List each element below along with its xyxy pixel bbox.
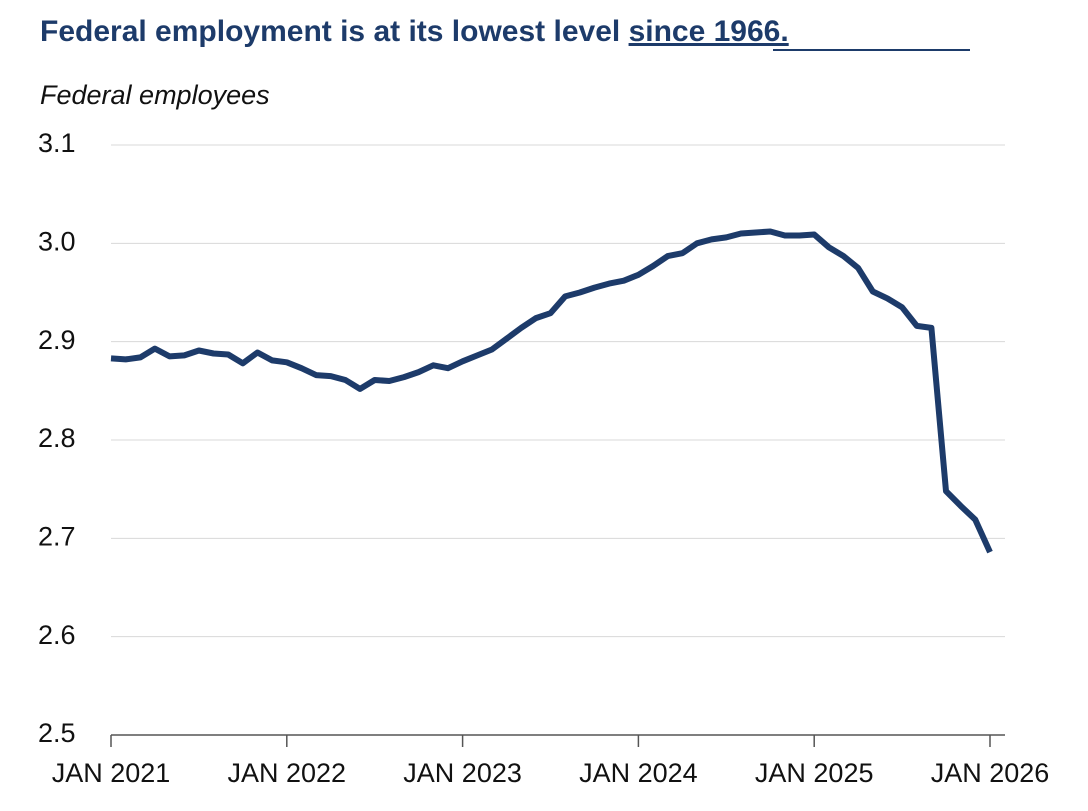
y-axis-label: Federal employees <box>40 80 270 110</box>
y-tick-label: 2.6 <box>38 620 76 650</box>
series-line <box>110 228 993 554</box>
x-tick-label: JAN 2023 <box>403 758 522 788</box>
y-tick-label: 2.5 <box>38 718 76 748</box>
y-tick-label: 2.8 <box>38 423 76 453</box>
chart-title: Federal employment is at its lowest leve… <box>40 15 789 48</box>
y-tick-label: 2.7 <box>38 521 76 551</box>
x-tick-label: JAN 2026 <box>931 758 1050 788</box>
x-tick-label: JAN 2021 <box>52 758 171 788</box>
x-tick-label: JAN 2025 <box>755 758 874 788</box>
title-text: Federal employment is at its lowest leve… <box>40 15 620 48</box>
y-tick-label: 3.0 <box>38 226 76 256</box>
title-link[interactable]: since 1966. <box>629 15 789 48</box>
y-tick-label: 2.9 <box>38 325 76 355</box>
x-tick-label: JAN 2024 <box>579 758 698 788</box>
y-tick-label: 3.1 <box>38 128 76 158</box>
x-tick-label: JAN 2022 <box>228 758 347 788</box>
